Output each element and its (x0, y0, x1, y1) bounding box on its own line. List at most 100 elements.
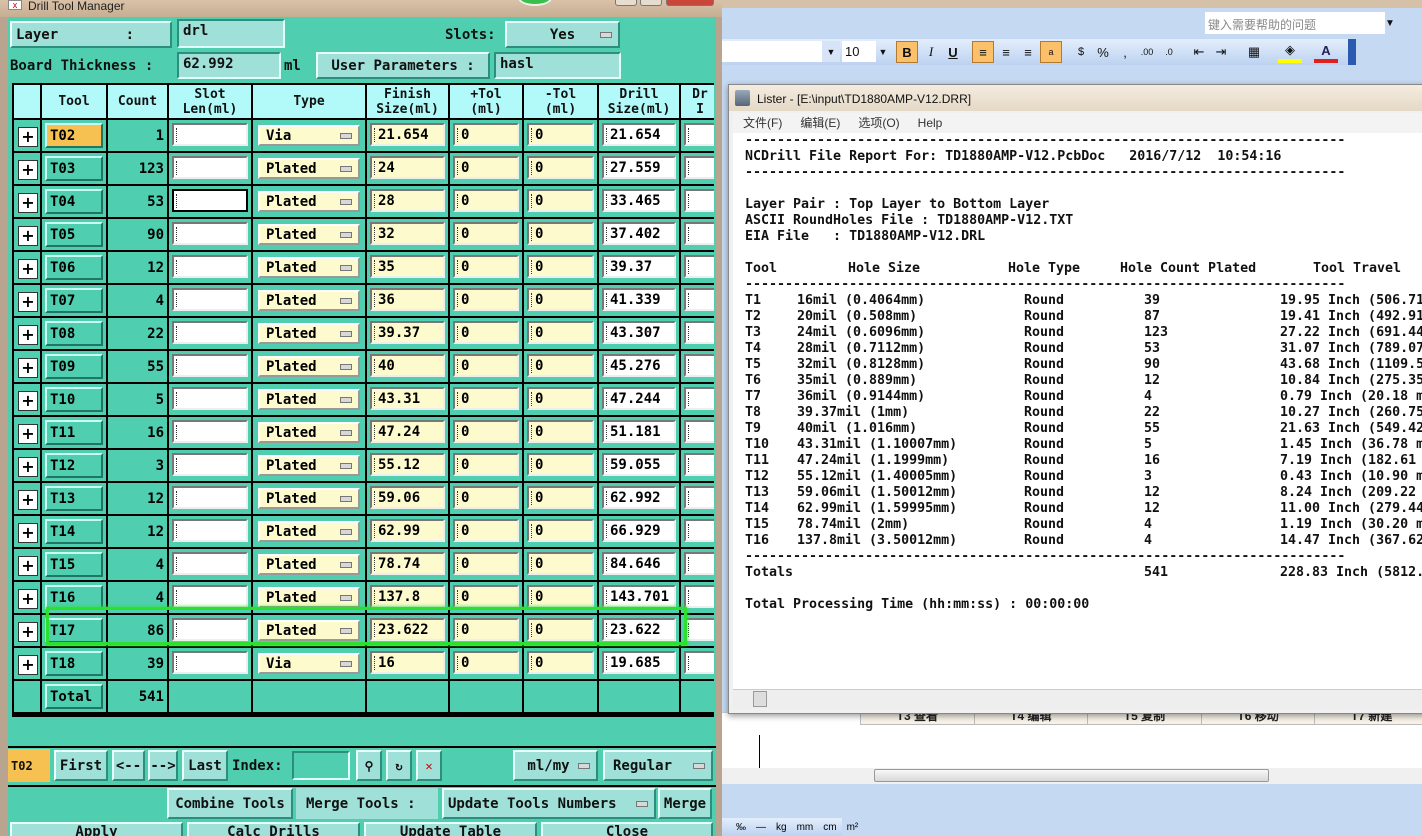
expand-icon[interactable]: + (18, 391, 38, 411)
type-dropdown[interactable]: Plated (258, 158, 360, 179)
index-input[interactable] (292, 751, 350, 780)
slot-length-input[interactable] (172, 453, 248, 476)
type-dropdown[interactable]: Plated (258, 191, 360, 212)
extra-input[interactable] (684, 255, 714, 278)
extra-input[interactable] (684, 420, 714, 443)
minus-tol-input[interactable]: 0 (527, 222, 594, 245)
font-name-select[interactable] (722, 41, 822, 62)
extra-input[interactable] (684, 486, 714, 509)
slot-length-input[interactable] (172, 222, 248, 245)
extra-input[interactable] (684, 618, 714, 641)
tool-button[interactable]: T07 (45, 288, 103, 313)
borders-icon[interactable]: ▦ (1247, 44, 1261, 59)
plus-tol-input[interactable]: 0 (453, 321, 519, 344)
plus-tol-input[interactable]: 0 (453, 222, 519, 245)
tool-button[interactable]: T08 (45, 321, 103, 346)
minus-tol-input[interactable]: 0 (527, 651, 594, 674)
bold-icon[interactable]: B (896, 41, 918, 63)
toolbar-options-icon[interactable] (1348, 39, 1356, 65)
increase-decimal-icon[interactable]: .00 (1140, 47, 1154, 57)
type-dropdown[interactable]: Plated (258, 620, 360, 641)
extra-input[interactable] (684, 585, 714, 608)
board-thickness-input[interactable]: 62.992 (177, 52, 281, 79)
help-search-input[interactable]: 键入需要帮助的问题 (1205, 12, 1385, 34)
type-dropdown[interactable]: Plated (258, 455, 360, 476)
slot-length-input[interactable] (172, 585, 248, 608)
currency-icon[interactable]: $ (1077, 46, 1085, 58)
type-dropdown[interactable]: Plated (258, 389, 360, 410)
fill-color-icon[interactable]: ◈ (1278, 41, 1302, 63)
units-dropdown[interactable]: ml/my (513, 750, 598, 781)
tool-button[interactable]: T03 (45, 156, 103, 181)
minus-tol-input[interactable]: 0 (527, 618, 594, 641)
type-dropdown[interactable]: Via (258, 125, 360, 146)
slot-length-input[interactable] (172, 420, 248, 443)
bulb-icon[interactable]: ⚲ (356, 750, 382, 781)
close-button[interactable]: Close (541, 822, 713, 836)
drill-size-input[interactable]: 51.181 (602, 420, 676, 443)
expand-icon[interactable]: + (18, 655, 38, 675)
italic-icon[interactable]: I (928, 44, 934, 59)
plus-tol-input[interactable]: 0 (453, 618, 519, 641)
expand-icon[interactable]: + (18, 523, 38, 543)
drill-size-input[interactable]: 37.402 (602, 222, 676, 245)
chevron-down-icon[interactable]: ▼ (1385, 17, 1395, 29)
plus-tol-input[interactable]: 0 (453, 453, 519, 476)
slot-length-input[interactable] (172, 387, 248, 410)
expand-icon[interactable]: + (18, 556, 38, 576)
font-size-select[interactable]: 10 (842, 41, 876, 62)
lister-menu-item[interactable]: Help (917, 116, 943, 130)
refresh-icon[interactable]: ↻ (386, 750, 412, 781)
drill-size-input[interactable]: 43.307 (602, 321, 676, 344)
tool-button[interactable]: T02 (45, 123, 103, 148)
plus-tol-input[interactable]: 0 (453, 486, 519, 509)
minus-tol-input[interactable]: 0 (527, 189, 594, 212)
slot-length-input[interactable] (172, 618, 248, 641)
minus-tol-input[interactable]: 0 (527, 255, 594, 278)
tool-button[interactable]: T15 (45, 552, 103, 577)
minus-tol-input[interactable]: 0 (527, 420, 594, 443)
expand-icon[interactable]: + (18, 424, 38, 444)
type-dropdown[interactable]: Plated (258, 587, 360, 608)
lister-menu-item[interactable]: 选项(O) (858, 116, 900, 130)
delete-icon[interactable]: ✕ (416, 750, 442, 781)
plus-tol-input[interactable]: 0 (453, 651, 519, 674)
font-color-icon[interactable]: A (1314, 41, 1338, 63)
extra-input[interactable] (684, 552, 714, 575)
minus-tol-input[interactable]: 0 (527, 354, 594, 377)
finish-size-input[interactable]: 59.06 (370, 486, 445, 509)
minus-tol-input[interactable]: 0 (527, 288, 594, 311)
merge-option-dropdown[interactable]: Update Tools Numbers (442, 788, 656, 819)
minus-tol-input[interactable]: 0 (527, 387, 594, 410)
expand-icon[interactable]: + (18, 622, 38, 642)
mode-dropdown[interactable]: Regular (603, 750, 713, 781)
tool-button[interactable]: T10 (45, 387, 103, 412)
minus-tol-input[interactable]: 0 (527, 585, 594, 608)
finish-size-input[interactable]: 39.37 (370, 321, 445, 344)
drill-size-input[interactable]: 59.055 (602, 453, 676, 476)
plus-tol-input[interactable]: 0 (453, 123, 519, 146)
merge-center-icon[interactable]: a (1040, 41, 1062, 63)
percent-icon[interactable]: % (1097, 44, 1109, 60)
drill-size-input[interactable]: 19.685 (602, 651, 676, 674)
finish-size-input[interactable]: 32 (370, 222, 445, 245)
lister-scrollbar-thumb[interactable] (753, 691, 767, 707)
tool-button[interactable]: T11 (45, 420, 103, 445)
tool-button[interactable]: T14 (45, 519, 103, 544)
unit-button[interactable]: mm (796, 821, 814, 833)
apply-button[interactable]: Apply (10, 822, 183, 836)
user-parameters-button[interactable]: User Parameters : (316, 52, 490, 79)
plus-tol-input[interactable]: 0 (453, 255, 519, 278)
extra-input[interactable] (684, 321, 714, 344)
finish-size-input[interactable]: 62.99 (370, 519, 445, 542)
tool-button[interactable]: T18 (45, 651, 103, 676)
slot-length-input[interactable] (172, 189, 248, 212)
slot-length-input[interactable] (172, 519, 248, 542)
slot-length-input[interactable] (172, 123, 248, 146)
lister-menu-item[interactable]: 文件(F) (743, 116, 783, 130)
plus-tol-input[interactable]: 0 (453, 354, 519, 377)
expand-icon[interactable]: + (18, 325, 38, 345)
expand-icon[interactable]: + (18, 358, 38, 378)
finish-size-input[interactable]: 24 (370, 156, 445, 179)
merge-button[interactable]: Merge (658, 788, 712, 819)
